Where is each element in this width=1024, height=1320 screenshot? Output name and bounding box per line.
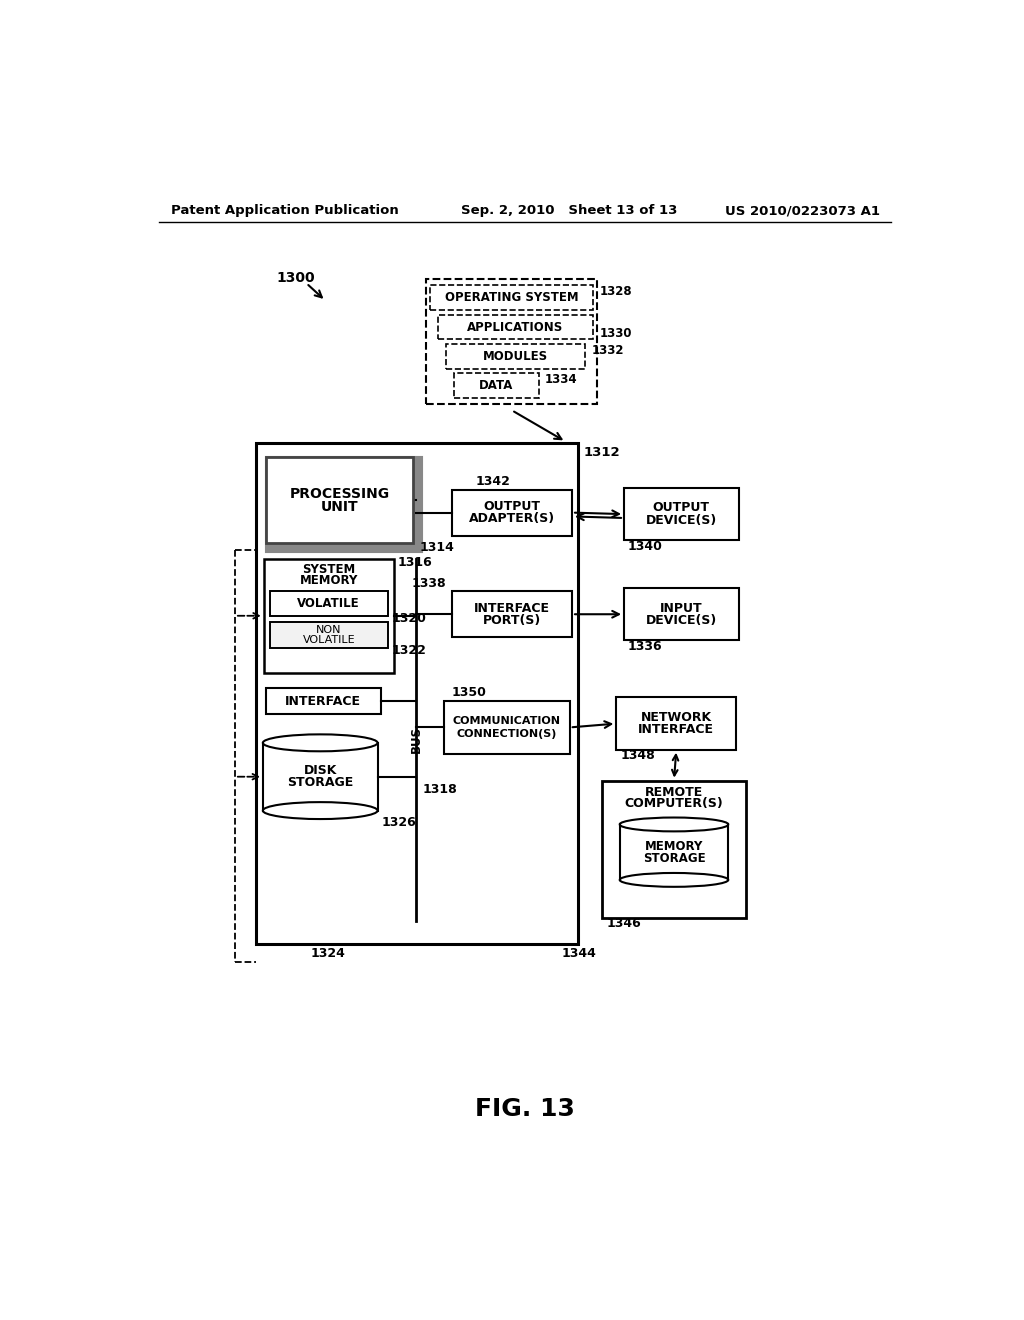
- Text: 1342: 1342: [475, 475, 510, 488]
- Text: STORAGE: STORAGE: [287, 776, 353, 789]
- Text: STORAGE: STORAGE: [643, 851, 706, 865]
- FancyBboxPatch shape: [270, 622, 388, 648]
- Text: 1336: 1336: [628, 640, 663, 653]
- Text: SYSTEM: SYSTEM: [302, 564, 355, 576]
- FancyBboxPatch shape: [616, 697, 736, 750]
- Text: 1300: 1300: [276, 271, 315, 285]
- Text: NON: NON: [316, 624, 341, 635]
- Text: 1328: 1328: [599, 285, 632, 298]
- Bar: [263, 743, 378, 810]
- Text: 1324: 1324: [310, 946, 345, 960]
- Text: COMMUNICATION: COMMUNICATION: [453, 717, 561, 726]
- Ellipse shape: [263, 803, 378, 818]
- Text: INTERFACE: INTERFACE: [286, 694, 361, 708]
- Text: 1326: 1326: [381, 816, 416, 829]
- FancyBboxPatch shape: [452, 490, 572, 536]
- Text: 1318: 1318: [423, 783, 458, 796]
- FancyBboxPatch shape: [452, 591, 572, 638]
- Text: REMOTE: REMOTE: [645, 785, 703, 799]
- Text: FIG. 13: FIG. 13: [475, 1097, 574, 1122]
- Ellipse shape: [620, 873, 728, 887]
- Text: 1346: 1346: [606, 917, 641, 931]
- Text: ADAPTER(S): ADAPTER(S): [469, 512, 555, 525]
- FancyBboxPatch shape: [263, 558, 394, 673]
- FancyBboxPatch shape: [624, 488, 738, 540]
- Text: DEVICE(S): DEVICE(S): [646, 513, 717, 527]
- Ellipse shape: [620, 817, 728, 832]
- Text: INPUT: INPUT: [660, 602, 702, 615]
- Text: 1314: 1314: [420, 541, 455, 554]
- Text: 1348: 1348: [621, 750, 655, 763]
- FancyBboxPatch shape: [256, 444, 578, 944]
- Text: 1312: 1312: [584, 446, 621, 459]
- Text: PORT(S): PORT(S): [483, 614, 541, 627]
- Text: 1330: 1330: [599, 326, 632, 339]
- Text: BUS: BUS: [410, 726, 423, 754]
- FancyBboxPatch shape: [270, 591, 388, 615]
- Text: UNIT: UNIT: [321, 500, 358, 515]
- Text: 1334: 1334: [545, 372, 578, 385]
- Text: DISK: DISK: [303, 764, 337, 777]
- Ellipse shape: [263, 734, 378, 751]
- Text: CONNECTION(S): CONNECTION(S): [457, 729, 557, 739]
- Text: 1344: 1344: [562, 946, 597, 960]
- FancyBboxPatch shape: [602, 780, 745, 917]
- Text: 1340: 1340: [628, 540, 663, 553]
- Text: INTERFACE: INTERFACE: [474, 602, 550, 615]
- Text: 1332: 1332: [592, 343, 624, 356]
- Text: MEMORY: MEMORY: [300, 574, 358, 587]
- Text: US 2010/0223073 A1: US 2010/0223073 A1: [725, 205, 880, 218]
- Text: APPLICATIONS: APPLICATIONS: [467, 321, 563, 334]
- Text: VOLATILE: VOLATILE: [302, 635, 355, 645]
- Text: VOLATILE: VOLATILE: [297, 597, 360, 610]
- Text: Patent Application Publication: Patent Application Publication: [171, 205, 398, 218]
- Text: COMPUTER(S): COMPUTER(S): [625, 797, 723, 810]
- Text: OPERATING SYSTEM: OPERATING SYSTEM: [444, 292, 579, 305]
- FancyBboxPatch shape: [266, 457, 414, 544]
- Text: MODULES: MODULES: [483, 350, 548, 363]
- Text: INTERFACE: INTERFACE: [638, 723, 715, 737]
- Text: DEVICE(S): DEVICE(S): [646, 614, 717, 627]
- Text: Sep. 2, 2010   Sheet 13 of 13: Sep. 2, 2010 Sheet 13 of 13: [461, 205, 678, 218]
- Text: OUTPUT: OUTPUT: [653, 502, 710, 515]
- Text: 1350: 1350: [452, 685, 486, 698]
- Bar: [620, 825, 728, 880]
- Text: 1316: 1316: [397, 556, 432, 569]
- Text: 1322: 1322: [391, 644, 426, 657]
- Text: MEMORY: MEMORY: [645, 840, 703, 853]
- FancyBboxPatch shape: [444, 701, 569, 754]
- Text: NETWORK: NETWORK: [641, 711, 712, 723]
- Text: 1320: 1320: [391, 611, 426, 624]
- FancyBboxPatch shape: [624, 589, 738, 640]
- Text: DATA: DATA: [479, 379, 513, 392]
- FancyBboxPatch shape: [266, 688, 381, 714]
- Text: 1338: 1338: [411, 577, 445, 590]
- FancyBboxPatch shape: [270, 461, 417, 548]
- Text: OUTPUT: OUTPUT: [483, 500, 541, 513]
- Text: PROCESSING: PROCESSING: [290, 487, 390, 502]
